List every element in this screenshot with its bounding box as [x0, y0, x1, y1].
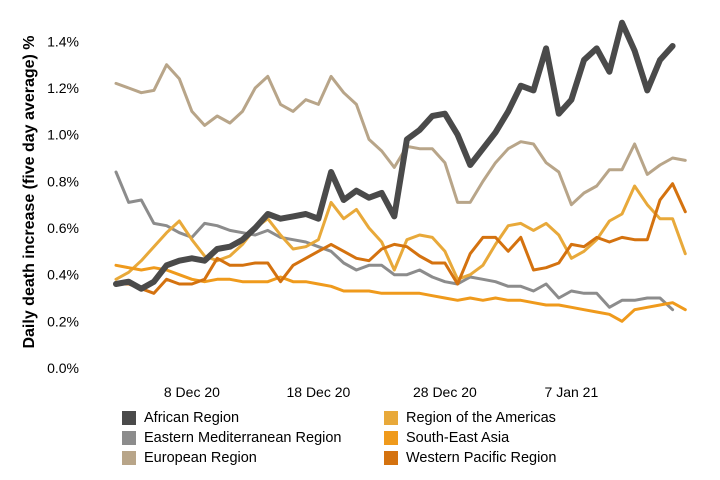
- legend-swatch: [122, 451, 136, 465]
- y-tick-label: 0.8%: [47, 173, 79, 189]
- x-tick-label: 28 Dec 20: [413, 384, 477, 400]
- x-tick-label: 18 Dec 20: [286, 384, 350, 400]
- legend-item: South-East Asia: [384, 428, 509, 448]
- series-line-african-region: [113, 19, 676, 292]
- legend-label: Western Pacific Region: [406, 450, 557, 466]
- x-tick-label: 7 Jan 21: [545, 384, 599, 400]
- legend-swatch: [384, 411, 398, 425]
- legend: African Region Eastern Mediterranean Regi…: [122, 408, 682, 468]
- y-tick-label: 1.4%: [47, 33, 79, 49]
- series-line-european-region: [114, 63, 687, 207]
- y-axis-ticks: 0.0% 0.2% 0.4% 0.6% 0.8% 1.0% 1.2% 1.4%: [47, 33, 79, 376]
- y-tick-label: 0.2%: [47, 313, 79, 329]
- legend-swatch: [384, 451, 398, 465]
- legend-item: European Region: [122, 448, 257, 468]
- legend-item: Western Pacific Region: [384, 448, 556, 468]
- series-lines: [113, 19, 687, 323]
- y-tick-label: 1.0%: [47, 127, 79, 143]
- legend-label: South-East Asia: [406, 430, 510, 446]
- series-line-region-of-the-americas: [114, 184, 687, 281]
- legend-item: Eastern Mediterranean Region: [122, 428, 341, 448]
- y-tick-label: 0.6%: [47, 220, 79, 236]
- legend-label: African Region: [144, 410, 240, 426]
- y-tick-label: 0.4%: [47, 267, 79, 283]
- legend-swatch: [122, 411, 136, 425]
- legend-label: European Region: [144, 450, 257, 466]
- y-tick-label: 0.0%: [47, 360, 79, 376]
- legend-swatch: [122, 431, 136, 445]
- y-axis-label: Daily death increase (five day average) …: [21, 35, 38, 348]
- series-line-eastern-mediterranean-region: [114, 170, 675, 312]
- legend-swatch: [384, 431, 398, 445]
- y-tick-label: 1.2%: [47, 80, 79, 96]
- series-line-western-pacific-region: [114, 182, 687, 295]
- series-line-south-east-asia: [114, 263, 687, 323]
- legend-item: Region of the Americas: [384, 408, 556, 428]
- legend-label: Eastern Mediterranean Region: [144, 430, 342, 446]
- legend-item: African Region: [122, 408, 239, 428]
- x-axis-ticks: 8 Dec 20 18 Dec 20 28 Dec 20 7 Jan 21: [164, 384, 599, 400]
- x-tick-label: 8 Dec 20: [164, 384, 220, 400]
- legend-label: Region of the Americas: [406, 410, 556, 426]
